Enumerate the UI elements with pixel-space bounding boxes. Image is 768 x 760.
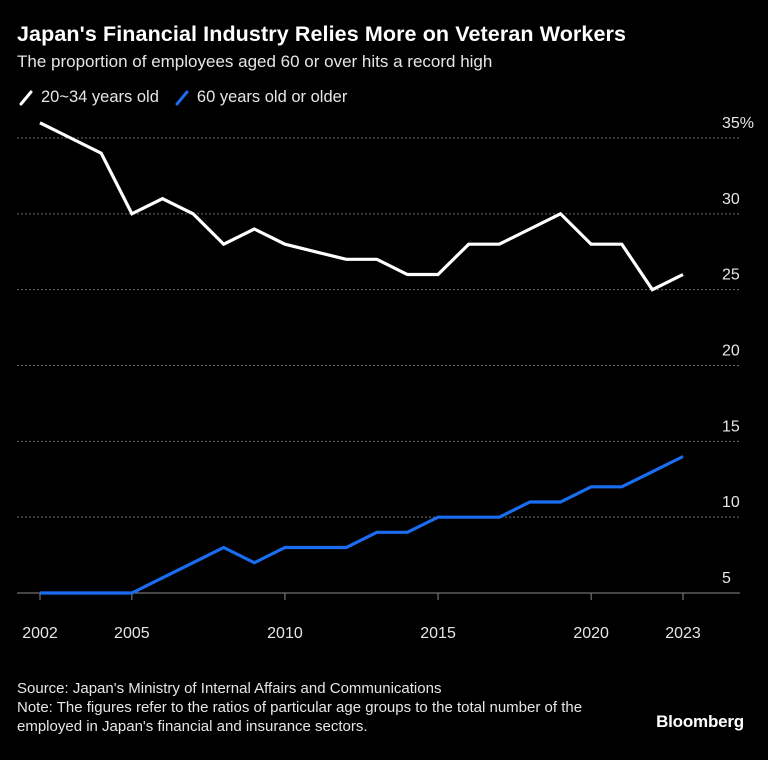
footer: Source: Japan's Ministry of Internal Aff… — [17, 679, 637, 736]
legend-item-young: 20~34 years old — [17, 88, 159, 107]
series-line-old — [40, 455, 684, 595]
bloomberg-logo: Bloomberg — [656, 712, 744, 731]
chart-title: Japan's Financial Industry Relies More o… — [17, 22, 627, 46]
legend-label-young: 20~34 years old — [41, 88, 159, 106]
series-line-young — [39, 121, 684, 292]
legend-swatch-young — [19, 90, 33, 105]
x-tick-label: 2005 — [114, 625, 150, 642]
footnote: Note: The figures refer to the ratios of… — [17, 699, 583, 735]
y-tick-label: 5 — [722, 570, 731, 587]
legend-item-old: 60 years old or older — [173, 88, 347, 107]
x-tick-label: 2010 — [267, 625, 303, 642]
legend-swatch-old — [175, 90, 189, 105]
source-note: Source: Japan's Ministry of Internal Aff… — [17, 680, 442, 697]
legend: 20~34 years old 60 years old or older — [17, 88, 361, 107]
legend-label-old: 60 years old or older — [196, 88, 348, 106]
x-tick-label: 2002 — [22, 625, 58, 642]
y-tick-label: 10 — [722, 494, 740, 511]
x-tick-label: 2020 — [573, 625, 609, 642]
y-tick-label: 15 — [722, 418, 740, 435]
chart-subtitle: The proportion of employees aged 60 or o… — [17, 52, 493, 71]
x-tick-label: 2015 — [420, 625, 456, 642]
y-tick-label: 35% — [722, 115, 754, 132]
y-tick-label: 20 — [722, 343, 740, 360]
y-tick-label: 30 — [722, 191, 740, 208]
y-tick-label: 25 — [722, 267, 740, 284]
x-tick-label: 2023 — [665, 625, 701, 642]
